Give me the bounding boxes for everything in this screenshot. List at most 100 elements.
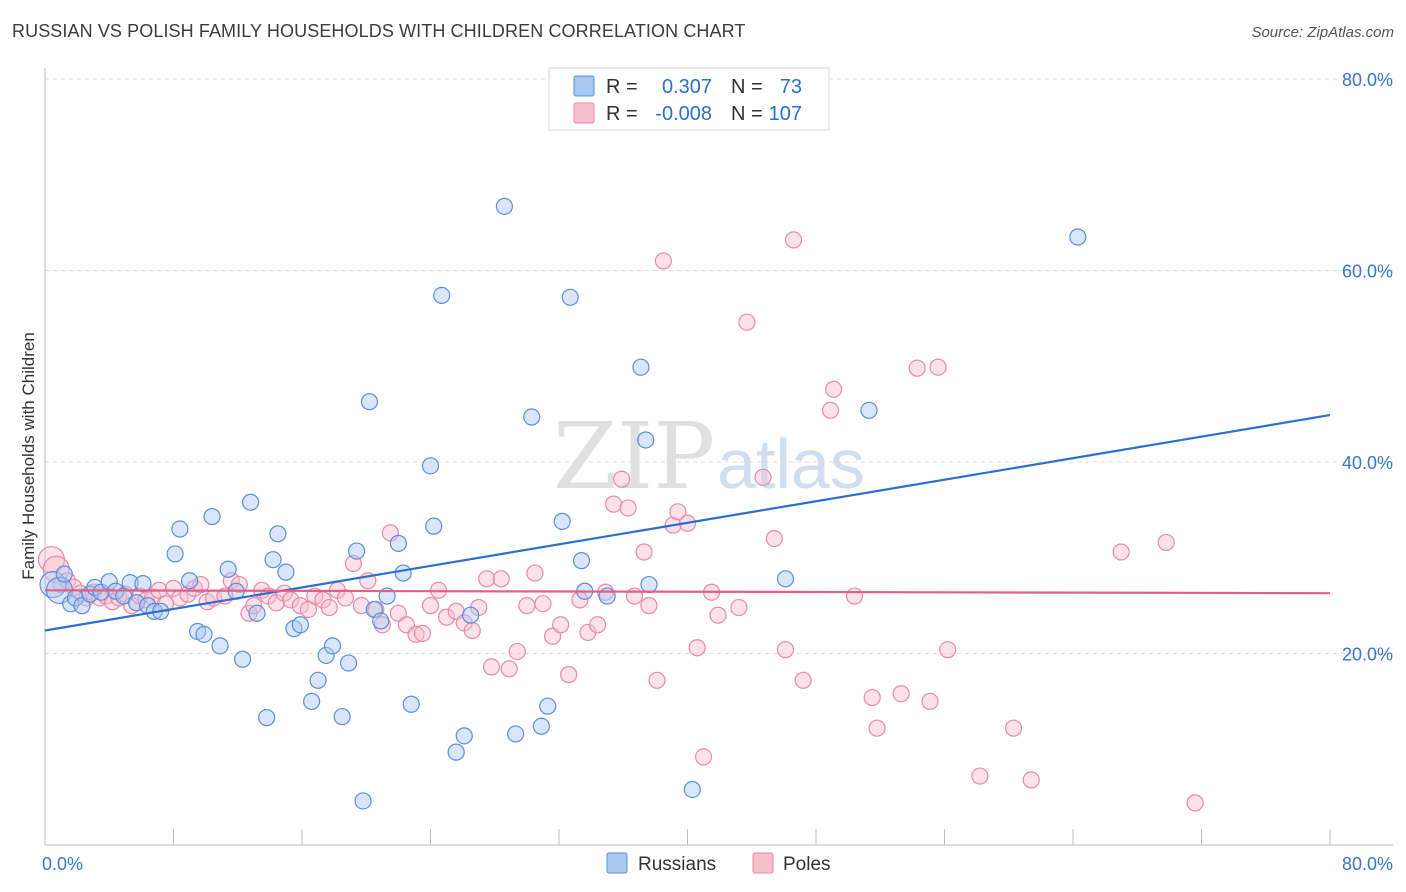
- poles-point: [508, 642, 526, 661]
- series-legend: Russians Poles: [606, 852, 831, 875]
- y-tick-label: 40.0%: [1342, 453, 1393, 473]
- poles-point: [908, 359, 926, 377]
- russians-point: [683, 780, 701, 799]
- russians-point: [258, 709, 276, 727]
- russians-point: [640, 575, 658, 594]
- poles-point: [1157, 533, 1175, 552]
- legend-frame: [548, 67, 830, 131]
- poles-point: [407, 625, 425, 643]
- russians-point: [421, 457, 440, 475]
- poles-point: [320, 598, 338, 617]
- legend-n-value-poles: 107: [769, 103, 802, 125]
- watermark-zip: ZIP: [553, 403, 715, 510]
- poles-point: [625, 587, 644, 605]
- poles-point: [518, 597, 536, 615]
- poles-point: [688, 639, 706, 657]
- poles-point: [825, 380, 843, 398]
- russians-point: [637, 431, 655, 449]
- poles-point: [730, 598, 748, 617]
- poles-point: [164, 579, 183, 597]
- poles-point: [613, 470, 631, 488]
- russians-point: [532, 717, 550, 735]
- russians-point: [166, 545, 184, 563]
- poles-point: [921, 692, 939, 710]
- russians-point: [309, 671, 327, 689]
- russians-point: [860, 401, 878, 419]
- y-axis-label: Family Households with Children: [19, 332, 38, 580]
- legend-r-value-russians: 0.307: [662, 76, 712, 98]
- russians-point: [561, 288, 579, 306]
- poles-point: [648, 671, 666, 689]
- russians-point: [127, 594, 146, 612]
- poles-point: [635, 543, 653, 561]
- gridlines: [45, 78, 1393, 654]
- poles-point: [482, 658, 501, 676]
- poles-point: [192, 575, 210, 594]
- y-tick-label: 60.0%: [1342, 262, 1393, 282]
- russians-point: [269, 525, 287, 543]
- poles-point: [738, 313, 756, 331]
- x-axis-ticks: [44, 829, 1331, 845]
- poles-point: [336, 589, 354, 607]
- poles-point: [709, 606, 727, 624]
- legend-swatch-poles: [573, 102, 595, 124]
- chart-title: RUSSIAN VS POLISH FAMILY HOUSEHOLDS WITH…: [12, 21, 746, 41]
- y-tick-label: 20.0%: [1342, 645, 1393, 665]
- russians-point: [354, 792, 372, 810]
- russians-point: [55, 565, 73, 583]
- russians-point: [462, 606, 480, 624]
- russians-point: [402, 695, 420, 713]
- poles-point: [588, 616, 607, 634]
- legend-r-value-poles: -0.008: [655, 103, 712, 125]
- trend-line-poles: [44, 589, 1331, 595]
- watermark: ZIP atlas: [553, 403, 865, 510]
- poles-point: [784, 231, 803, 249]
- russians-point: [333, 708, 351, 726]
- legend-swatch-russians: [573, 75, 595, 97]
- poles-point: [478, 570, 496, 588]
- russians-point: [317, 646, 335, 665]
- poles-point: [765, 529, 783, 548]
- correlation-legend: R = 0.307 N = 73 R = -0.008 N = 107: [548, 67, 830, 131]
- russians-point: [360, 393, 379, 411]
- poles-point: [492, 570, 510, 588]
- russians-point: [264, 551, 282, 569]
- russians-point: [776, 570, 795, 588]
- poles-point: [500, 660, 518, 678]
- poles-point: [463, 621, 481, 640]
- russians-point: [348, 542, 366, 560]
- russians-point: [632, 358, 650, 376]
- russians-point: [523, 408, 541, 426]
- x-tick-label-min: 0.0%: [42, 854, 83, 874]
- y-tick-label: 80.0%: [1342, 70, 1393, 90]
- poles-point: [552, 616, 570, 634]
- russians-point: [203, 507, 221, 526]
- russians-point: [134, 575, 152, 593]
- russians-point: [219, 560, 237, 578]
- poles-point: [1004, 719, 1023, 737]
- russians-point: [303, 692, 321, 710]
- poles-point: [794, 671, 812, 689]
- bottom-legend-swatch-poles: [752, 852, 774, 874]
- poles-point: [605, 495, 623, 513]
- x-tick-label-max: 80.0%: [1342, 854, 1393, 874]
- poles-point: [526, 564, 544, 582]
- russians-point: [277, 563, 295, 581]
- russians-point: [291, 616, 309, 634]
- poles-point: [534, 595, 552, 613]
- russians-point: [389, 534, 407, 552]
- poles-point: [845, 587, 864, 605]
- poles-point: [1112, 543, 1130, 561]
- russians-point: [455, 727, 473, 745]
- poles-point: [619, 499, 637, 517]
- russians-point: [447, 743, 465, 761]
- legend-n-value-russians: 73: [780, 76, 802, 98]
- poles-point: [640, 597, 658, 615]
- poles-point: [892, 685, 910, 703]
- russians-point: [211, 637, 229, 655]
- poles-point: [306, 587, 324, 605]
- legend-n-label-russians: N =: [731, 76, 763, 98]
- poles-point: [868, 719, 886, 737]
- russians-point: [339, 654, 358, 672]
